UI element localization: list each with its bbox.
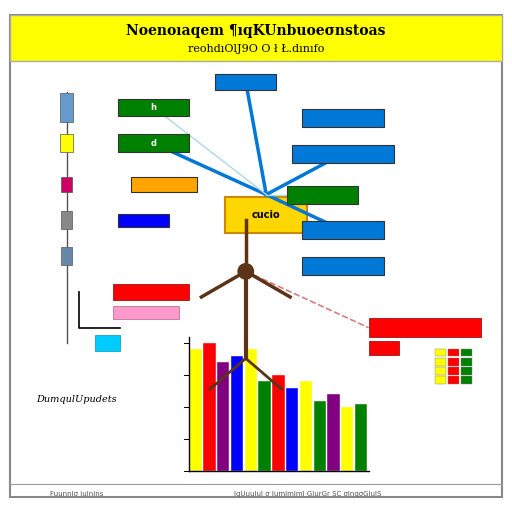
Text: reohdıOlJ9O O ł Ł.dınıfo: reohdıOlJ9O O ł Ł.dınıfo [188, 44, 324, 54]
Bar [435, 349, 446, 356]
Bar [61, 247, 72, 265]
Bar [203, 343, 216, 471]
Bar [259, 381, 271, 471]
Bar [302, 221, 384, 239]
Circle shape [238, 264, 253, 279]
Bar [118, 134, 189, 153]
Bar [302, 109, 384, 126]
Bar [448, 376, 459, 384]
FancyBboxPatch shape [10, 15, 502, 497]
Bar [113, 284, 189, 300]
Bar [369, 318, 481, 337]
Bar [300, 381, 312, 471]
Bar [215, 74, 276, 90]
Bar [327, 394, 339, 471]
Bar [60, 93, 73, 121]
Bar [189, 349, 202, 471]
Bar [292, 144, 394, 163]
Text: Noenoıaqem ¶ıqKUnbuoeσnstoas: Noenoıaqem ¶ıqKUnbuoeσnstoas [126, 24, 386, 38]
Bar [217, 362, 229, 471]
Bar [461, 349, 472, 356]
Bar [113, 306, 179, 318]
Bar [287, 185, 358, 203]
Bar [61, 177, 72, 192]
Bar [286, 388, 298, 471]
Bar [435, 376, 446, 384]
Bar [461, 358, 472, 366]
FancyBboxPatch shape [10, 15, 502, 61]
Bar [341, 407, 353, 471]
Text: d: d [151, 139, 157, 148]
Bar [435, 367, 446, 375]
Text: DumqulUpudets: DumqulUpudets [36, 395, 117, 404]
Bar [61, 211, 72, 229]
Text: lqUuulul σ lumlmlml GlurGr SC σlnqσGlulS: lqUuulul σ lumlmlml GlurGr SC σlnqσGlulS [233, 491, 381, 497]
Bar [131, 177, 197, 192]
Bar [245, 349, 257, 471]
Bar [448, 358, 459, 366]
Text: cucio: cucio [252, 210, 281, 220]
Bar [313, 400, 326, 471]
Bar [272, 375, 285, 471]
Bar [448, 367, 459, 375]
Bar [435, 358, 446, 366]
Bar [231, 356, 243, 471]
Bar [461, 367, 472, 375]
Bar [461, 376, 472, 384]
Bar [448, 349, 459, 356]
Bar [302, 258, 384, 275]
Bar [118, 98, 189, 116]
Bar [60, 134, 73, 153]
Text: Fuunnlσ lulnlns: Fuunnlσ lulnlns [50, 491, 103, 497]
Bar [118, 214, 169, 226]
Text: h: h [151, 103, 157, 112]
Bar [369, 341, 399, 355]
Bar [355, 404, 367, 471]
Bar [95, 335, 120, 351]
FancyBboxPatch shape [225, 197, 307, 233]
